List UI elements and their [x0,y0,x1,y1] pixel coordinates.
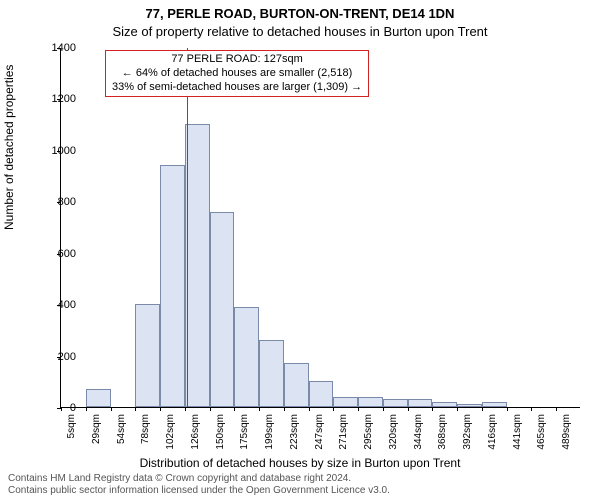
y-tick-label: 1400 [52,42,76,54]
x-tick-label: 344sqm [413,414,424,454]
histogram-bar [482,402,507,407]
histogram-bar [86,389,111,407]
histogram-bar [457,404,482,407]
y-tick-label: 1200 [52,93,76,105]
x-tick-label: 29sqm [91,414,102,454]
histogram-bar [259,340,284,407]
histogram-bar [309,381,334,407]
x-tick-label: 271sqm [338,414,349,454]
histogram-bar [408,399,433,407]
chart-title-desc: Size of property relative to detached ho… [0,24,600,39]
x-tick-label: 441sqm [512,414,523,454]
histogram-bar [358,397,383,407]
footer-line2: Contains public sector information licen… [8,485,592,497]
x-tick-label: 223sqm [289,414,300,454]
y-tick-label: 1000 [52,145,76,157]
annotation-line: ← 64% of detached houses are smaller (2,… [112,67,362,81]
x-tick-label: 489sqm [561,414,572,454]
histogram-bar [383,399,408,407]
annotation-line: 77 PERLE ROAD: 127sqm [112,53,362,67]
x-tick-label: 416sqm [487,414,498,454]
x-tick-label: 54sqm [116,414,127,454]
y-axis-label: Number of detached properties [2,65,16,230]
x-tick-label: 392sqm [462,414,473,454]
x-tick-label: 78sqm [140,414,151,454]
annotation-box: 77 PERLE ROAD: 127sqm← 64% of detached h… [105,50,369,97]
x-axis-label: Distribution of detached houses by size … [0,456,600,470]
y-tick-label: 800 [58,196,76,208]
x-tick-label: 368sqm [437,414,448,454]
histogram-bar [160,165,185,407]
y-tick-label: 600 [58,248,76,260]
x-tick-label: 199sqm [264,414,275,454]
y-tick-label: 0 [70,402,76,414]
y-tick-label: 400 [58,299,76,311]
y-tick-label: 200 [58,351,76,363]
histogram-bar [333,397,358,407]
x-tick-label: 465sqm [536,414,547,454]
histogram-bar [432,402,457,407]
x-tick-label: 247sqm [314,414,325,454]
chart-title-address: 77, PERLE ROAD, BURTON-ON-TRENT, DE14 1D… [0,6,600,21]
annotation-line: 33% of semi-detached houses are larger (… [112,81,362,95]
footer-attribution: Contains HM Land Registry data © Crown c… [0,471,600,500]
histogram-bar [210,212,235,407]
x-tick-label: 150sqm [215,414,226,454]
x-tick-label: 102sqm [165,414,176,454]
chart-plot-area [60,48,580,408]
histogram-bar [135,304,160,407]
reference-marker-line [187,48,188,407]
histogram-bar [234,307,259,407]
footer-line1: Contains HM Land Registry data © Crown c… [8,473,592,485]
x-tick-label: 126sqm [190,414,201,454]
x-tick-label: 295sqm [363,414,374,454]
x-tick-label: 5sqm [66,414,77,454]
x-tick-label: 320sqm [388,414,399,454]
x-tick-label: 175sqm [239,414,250,454]
histogram-bar [284,363,309,407]
histogram-bar [185,124,210,407]
